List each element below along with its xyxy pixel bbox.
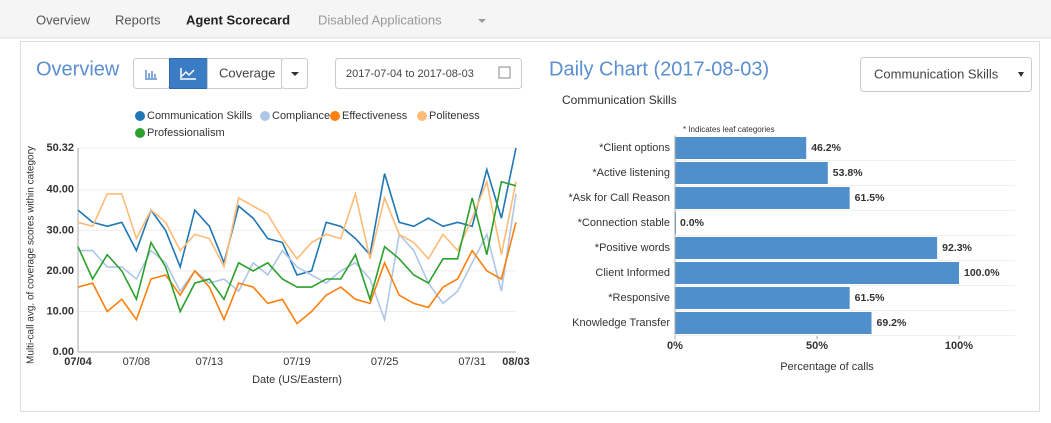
legend-label: Professionalism [147,127,225,139]
value-label: 46.2% [811,142,841,154]
x-tick-label: 07/25 [371,356,399,368]
series-line [77,180,517,314]
category-label: *Responsive [608,292,670,304]
x-axis-label: Percentage of calls [780,361,874,373]
bar-icon [145,70,157,80]
x-tick-label: 07/31 [458,356,486,368]
y-tick-label: 40.00 [46,184,74,196]
caret [291,72,299,76]
bar [675,162,828,184]
category-label: Knowledge Transfer [572,317,670,329]
nav-item[interactable]: Disabled Applications [318,12,442,27]
bar [675,187,850,209]
value-label: 100.0% [964,267,1000,279]
x-tick-label: 07/04 [64,356,92,368]
legend-label: Politeness [429,110,480,122]
x-tick-label: 07/08 [123,356,151,368]
legend-label: Compliance [272,110,330,122]
value-label: 0.0% [680,217,705,229]
category-select[interactable] [860,57,1032,92]
x-tick-label: 100% [945,340,973,352]
value-label: 53.8% [833,167,863,179]
legend-label: Effectiveness [342,110,408,122]
caret [478,19,486,23]
metric-button[interactable] [207,58,282,89]
y-tick-label: 0.00 [53,346,74,358]
x-tick-label: 07/19 [283,356,311,368]
bar [675,137,807,159]
series-line [78,193,517,323]
nav-bar [0,0,1051,38]
legend-swatch [260,111,270,121]
x-tick-label: 50% [806,340,828,352]
x-axis-label: Date (US/Eastern) [252,374,342,386]
y-tick-label: 10.00 [46,305,74,317]
value-label: 61.5% [855,192,885,204]
category-label: *Connection stable [578,217,670,229]
nav-item[interactable]: Reports [115,12,161,27]
category-label: *Positive words [595,242,671,254]
bar [675,237,938,259]
x-tick-label: 07/13 [196,356,224,368]
date-input[interactable] [335,58,522,89]
legend-swatch [135,128,145,138]
y-tick-label: 30.00 [46,224,74,236]
legend-swatch [417,111,427,121]
nav-item[interactable]: Overview [36,12,91,27]
overview-title: Overview [36,58,120,80]
category-label: *Ask for Call Reason [569,192,671,204]
annotation: * Indicates leaf categories [683,125,775,134]
legend-swatch [330,111,340,121]
nav-item[interactable]: Agent Scorecard [186,12,290,27]
x-tick-label: 0% [667,340,683,352]
panel [20,41,1040,412]
bar [675,287,850,309]
calendar-icon [498,66,511,79]
chart-subtitle: Communication Skills [562,93,677,107]
legend-swatch [135,111,145,121]
value-label: 61.5% [855,292,885,304]
legend-label: Communication Skills [147,110,253,122]
caret [1018,72,1024,77]
bar [675,262,959,284]
metric-label: Coverage [219,65,275,80]
series-line [77,178,517,270]
y-tick-label: 20.00 [46,265,74,277]
series-line [77,222,517,325]
chart-title: Daily Chart (2017-08-03) [549,58,769,80]
value-label: 69.2% [877,317,907,329]
category-select-label: Communication Skills [874,66,999,81]
date-range: 2017-07-04 to 2017-08-03 [346,68,474,80]
line-icon [180,68,196,80]
value-label: 92.3% [942,242,972,254]
category-label: *Client options [599,142,670,154]
bar [675,312,872,334]
y-axis-label: Multi-call avg. of coverage scores withi… [26,146,37,364]
y-tick-label: 50.32 [46,142,74,154]
category-label: Client Informed [595,267,670,279]
category-label: *Active listening [592,167,670,179]
x-tick-label: 08/03 [502,356,530,368]
